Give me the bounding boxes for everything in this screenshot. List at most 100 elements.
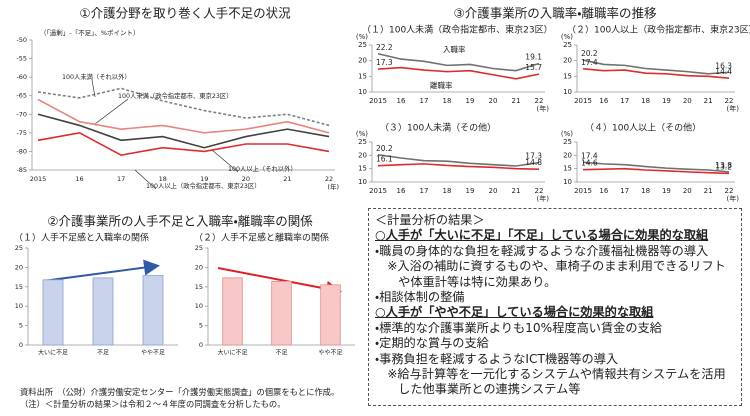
- y-unit: (%): [356, 33, 368, 41]
- x-tick-label: 19: [466, 187, 475, 195]
- x-tick-label: 19: [466, 97, 475, 105]
- x-unit: (年): [727, 104, 740, 113]
- y-tick-label: -85: [16, 166, 27, 174]
- series-line: [37, 113, 330, 149]
- series-label: 100人未満（それ以外）: [62, 72, 131, 81]
- x-tick-label: 20: [489, 187, 498, 195]
- series-label: 100人未満（政令指定都市、東京23区）: [118, 91, 233, 100]
- series-line: [582, 59, 730, 75]
- x-tick-label: 21: [512, 187, 521, 195]
- x-tick-label: 21: [704, 187, 713, 195]
- analysis-title: ＜計量分析の結果＞: [375, 213, 485, 227]
- y-tick-label: 15: [358, 72, 367, 80]
- section-title: ②介護事業所の人手不足と入職率・離職率の関係: [47, 214, 313, 229]
- y-tick-label: 0: [199, 341, 203, 349]
- y-tick-label: 5: [19, 322, 23, 330]
- y-tick-label: 25: [358, 138, 367, 146]
- y-tick-label: 25: [358, 41, 367, 49]
- chart-title: （２）人手不足感と離職率の関係: [194, 232, 329, 244]
- x-tick-label: 17: [420, 187, 429, 195]
- bar: [222, 277, 243, 346]
- bar: [92, 277, 114, 346]
- series-label: 離職率: [430, 80, 453, 90]
- bar: [271, 280, 292, 346]
- y-tick-label: -70: [16, 110, 27, 118]
- footnote: （注）＜計量分析の結果＞は令和２～４年度の同調査を分析したもの。: [20, 399, 286, 409]
- y-tick-label: 20: [195, 263, 203, 271]
- x-tick-label: 17: [117, 175, 125, 183]
- series-line: [377, 66, 540, 80]
- x-tick-label: 不足: [97, 350, 109, 357]
- x-tick-label: 22: [535, 187, 544, 195]
- x-tick-label: 20: [489, 97, 498, 105]
- x-tick-label: 22: [325, 175, 333, 183]
- y-tick-label: 20: [563, 151, 572, 159]
- x-tick-label: 17: [420, 97, 429, 105]
- y-tick-label: -50: [16, 36, 27, 44]
- y-tick-label: 10: [195, 302, 203, 310]
- chart-title: （４）100人以上（その他）: [585, 122, 701, 134]
- analysis-note: ※入浴の補助に資するものや、車椅子のまま利用できるリフトや体重計等は特に効果あり…: [387, 259, 726, 289]
- series-line: [377, 163, 540, 170]
- y-tick-label: -60: [16, 73, 27, 81]
- analysis-item: ・事務負担を軽減するようなICT機器等の導入: [375, 351, 619, 366]
- x-tick-label: 不足: [275, 350, 287, 357]
- y-tick-label: 15: [358, 165, 367, 173]
- x-tick-label: 大いに不足: [38, 349, 68, 357]
- y-tick-label: -55: [16, 55, 27, 63]
- bar: [142, 275, 164, 346]
- x-tick-label: 22: [725, 187, 734, 195]
- analysis-item: ・職員の身体的な負担を軽減するような介護福祉機器等の導入: [375, 243, 709, 258]
- y-tick-label: 25: [563, 138, 572, 146]
- y-tick-label: 0: [19, 341, 23, 349]
- x-tick-label: 18: [641, 97, 650, 105]
- y-tick-label: 20: [358, 151, 367, 159]
- series-line: [582, 68, 730, 80]
- y-tick-label: 10: [563, 178, 572, 186]
- section-title: ③介護事業所の入職率・離職率の推移: [454, 6, 657, 21]
- y-tick-label: -75: [16, 129, 27, 137]
- y-tick-label: 10: [358, 178, 367, 186]
- y-tick-label: 15: [15, 283, 23, 291]
- chart-title: ①介護分野を取り巻く人手不足の状況: [79, 6, 291, 21]
- x-tick-label: やや不足: [141, 349, 165, 357]
- y-tick-label: 20: [358, 57, 367, 65]
- x-tick-label: やや不足: [318, 349, 342, 357]
- x-tick-label: 18: [443, 97, 452, 105]
- x-tick-label: 16: [75, 175, 83, 183]
- bar: [320, 284, 341, 346]
- y-tick-label: 20: [15, 263, 23, 271]
- y-unit: (%): [561, 33, 573, 41]
- x-tick-label: 16: [397, 187, 406, 195]
- series-line: [37, 132, 330, 156]
- y-unit: (%): [561, 130, 573, 138]
- chart-note: （「過剰」-「不足」、%ポイント）: [40, 28, 140, 37]
- x-unit: (年): [537, 194, 550, 203]
- y-tick-label: 15: [195, 283, 203, 291]
- y-tick-label: 25: [15, 244, 23, 252]
- value-label: 14.4: [715, 67, 732, 76]
- leader-line: [134, 169, 157, 190]
- y-tick-label: 20: [563, 57, 572, 65]
- notes: 資料出所 （公財）介護労働安定センター「介護労働実態調査」の個票をもとに作成。 （…: [20, 386, 339, 410]
- x-tick-label: 17: [620, 97, 629, 105]
- series-line: [37, 87, 330, 127]
- x-tick-label: 20: [683, 187, 692, 195]
- value-label: 15.7: [525, 63, 542, 72]
- series-line: [582, 161, 730, 173]
- chart-title: （１）人手不足感と入職率の関係: [14, 232, 149, 244]
- x-tick-label: 21: [512, 97, 521, 105]
- value-label: 17.4: [581, 151, 598, 160]
- series-line: [37, 98, 330, 134]
- x-tick-label: 19: [662, 187, 671, 195]
- value-label: 17.3: [376, 58, 393, 67]
- x-tick-label: 19: [662, 97, 671, 105]
- series-label: 100人以上（それ以外）: [228, 164, 297, 173]
- value-label: 14.6: [581, 159, 598, 168]
- series-line: [377, 52, 540, 72]
- y-tick-label: 15: [563, 165, 572, 173]
- chart-title: （３）100人未満（その他）: [380, 122, 496, 134]
- value-label: 16.1: [376, 155, 393, 164]
- analysis-heading: ○人手が「大いに不足」「不足」している場合に効果的な取組: [375, 228, 709, 243]
